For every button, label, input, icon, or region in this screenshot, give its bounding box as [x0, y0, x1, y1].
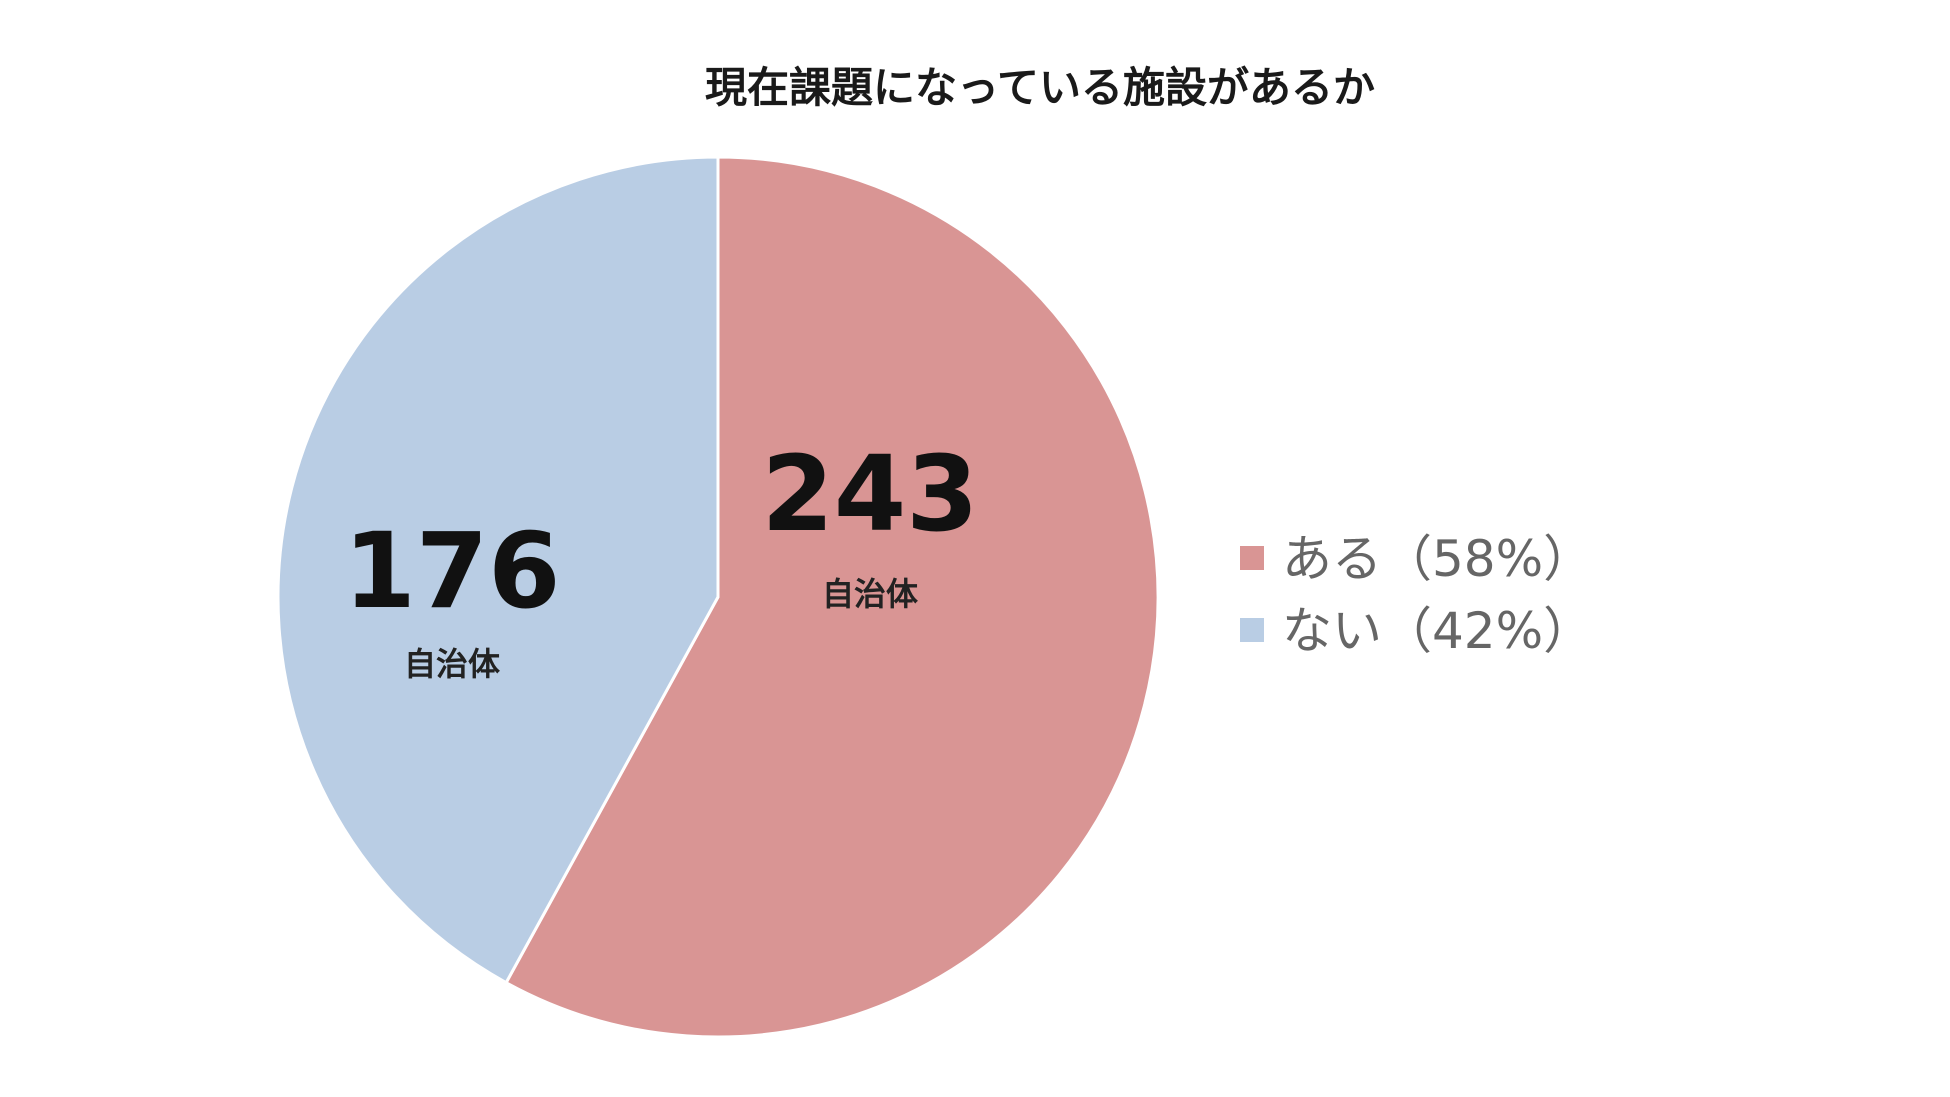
- chart-title: 現在課題になっている施設があるか: [705, 63, 1375, 112]
- slice-value-label: 176: [343, 510, 560, 632]
- slice-unit-label: 自治体: [404, 645, 500, 683]
- slice-value-label: 243: [761, 433, 978, 555]
- legend-swatch: [1240, 618, 1264, 642]
- legend: ある（58%） ない（42%）: [1240, 530, 1593, 660]
- pie-slices: [276, 155, 1160, 1039]
- pie-slice-nai: [276, 155, 720, 985]
- legend-label: ある（58%）: [1282, 530, 1593, 588]
- pie-slice-aru: [504, 155, 1160, 1039]
- legend-swatch: [1240, 546, 1264, 570]
- slice-unit-label: 自治体: [822, 575, 918, 613]
- pie-slice-labels: 243 自治体 176 自治体: [343, 433, 978, 683]
- legend-label: ない（42%）: [1282, 602, 1593, 660]
